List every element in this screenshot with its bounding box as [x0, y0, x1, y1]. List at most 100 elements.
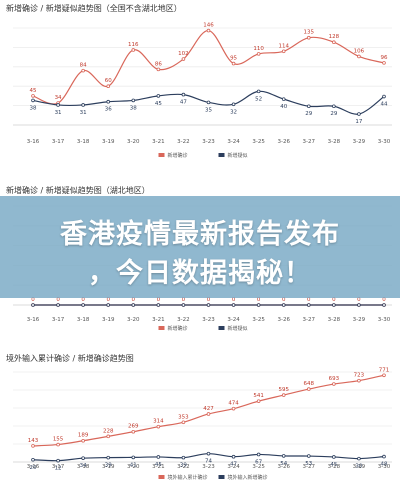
data-label: 110: [253, 46, 264, 52]
data-point: [231, 454, 236, 459]
data-label: 723: [354, 373, 365, 379]
data-point: [281, 393, 286, 397]
data-point: [357, 378, 361, 383]
data-point: [106, 455, 111, 460]
data-label: 86: [155, 61, 162, 67]
data-point: [81, 438, 85, 443]
data-point: [181, 57, 186, 61]
data-label: 474: [228, 401, 239, 407]
data-label: 31: [80, 110, 87, 116]
legend-label: 新增疑似: [228, 152, 248, 159]
data-point: [306, 387, 311, 391]
data-label: 0: [207, 297, 211, 303]
data-label: 102: [178, 51, 189, 57]
data-point: [306, 303, 311, 307]
data-label: 96: [381, 55, 388, 61]
headline-banner: [0, 196, 400, 298]
x-tick-label: 3-21: [152, 317, 164, 323]
data-label: 67: [255, 459, 262, 465]
chart-2-title: 新增确诊 / 新增疑似趋势图（湖北地区）: [6, 186, 150, 195]
data-label: 116: [128, 42, 139, 48]
data-label: 47: [230, 462, 237, 468]
x-tick-label: 3-27: [303, 139, 316, 145]
data-point: [81, 103, 85, 107]
legend-swatch: [158, 153, 165, 157]
x-tick-label: 3-21: [152, 464, 164, 470]
x-tick-label: 3-30: [378, 464, 391, 470]
chart-3-svg: 3-16 3-17 3-18 3-19 3-20 3-21 3-22 3-23 3-24 3-25…: [13, 367, 392, 481]
data-label: 155: [53, 437, 64, 443]
data-label: 34: [80, 463, 87, 469]
data-point: [256, 303, 261, 307]
data-point: [206, 303, 211, 307]
data-point: [231, 303, 236, 307]
data-label: 0: [257, 297, 261, 303]
chart-3-title: 境外输入累计确诊 / 新增确诊趋势图: [6, 354, 134, 363]
legend-label: 新增疑似: [228, 325, 248, 332]
data-point: [332, 104, 336, 109]
x-tick-label: 3-25: [252, 317, 265, 323]
data-label: 45: [30, 88, 37, 94]
data-label: 35: [205, 107, 212, 113]
data-point: [56, 303, 60, 307]
data-label: 12: [55, 466, 62, 472]
data-point: [156, 424, 161, 429]
data-label: 114: [278, 43, 289, 49]
x-tick-label: 3-20: [127, 317, 140, 323]
chart-1-svg: 3-16 3-17 3-18 3-19 3-20 3-21 3-22 3-23 3-24 3-25…: [13, 23, 392, 159]
data-label: 95: [230, 56, 237, 62]
x-tick-label: 3-29: [353, 317, 366, 323]
data-point: [31, 303, 35, 307]
x-tick-label: 3-26: [277, 139, 290, 145]
data-label: 427: [203, 406, 214, 412]
x-tick-label: 3-29: [353, 464, 366, 470]
data-label: 0: [332, 297, 336, 303]
x-tick-label: 3-20: [127, 139, 140, 145]
data-point: [156, 94, 161, 98]
data-point: [31, 98, 35, 103]
x-tick-label: 3-19: [102, 139, 115, 145]
data-point: [181, 455, 186, 460]
data-label: 45: [155, 101, 162, 107]
data-label: 0: [182, 297, 186, 303]
x-tick-label: 3-17: [52, 317, 65, 323]
data-label: 0: [56, 297, 60, 303]
data-label: 693: [329, 376, 340, 382]
data-label: 541: [253, 393, 264, 399]
x-tick-label: 3-23: [202, 464, 215, 470]
data-point: [56, 103, 60, 107]
chart-panel-1: 新增确诊 / 新增疑似趋势图（全国不含湖北地区） 3-16 3-17 3-18 3-1…: [0, 0, 400, 182]
headline-line-1: 香港疫情最新报告发布: [60, 219, 340, 250]
data-label: 0: [81, 297, 85, 303]
data-point: [256, 399, 261, 403]
data-label: 29: [330, 111, 337, 117]
data-label: 30: [355, 464, 362, 470]
x-tick-label: 3-18: [77, 317, 90, 323]
data-label: 648: [304, 381, 315, 387]
x-tick-label: 3-26: [277, 317, 290, 323]
x-tick-label: 3-19: [102, 317, 115, 323]
data-point: [382, 454, 386, 459]
data-point: [131, 98, 136, 103]
data-label: 47: [180, 100, 187, 106]
legend-swatch: [218, 326, 225, 330]
data-point: [382, 303, 386, 307]
data-point: [256, 52, 261, 56]
data-point: [106, 84, 111, 88]
x-tick-label: 3-18: [77, 464, 90, 470]
data-label: 32: [230, 109, 237, 115]
data-point: [131, 455, 136, 460]
x-tick-label: 3-21: [152, 139, 164, 145]
data-point: [206, 100, 211, 105]
data-point: [281, 97, 286, 101]
data-point: [131, 303, 136, 307]
data-label: 0: [307, 297, 311, 303]
legend-swatch: [218, 475, 225, 479]
data-point: [156, 67, 161, 72]
data-label: 39: [180, 463, 187, 469]
data-point: [332, 40, 336, 45]
data-point: [231, 406, 236, 411]
data-point: [56, 442, 60, 447]
data-point: [206, 451, 211, 456]
data-label: 84: [80, 63, 87, 69]
